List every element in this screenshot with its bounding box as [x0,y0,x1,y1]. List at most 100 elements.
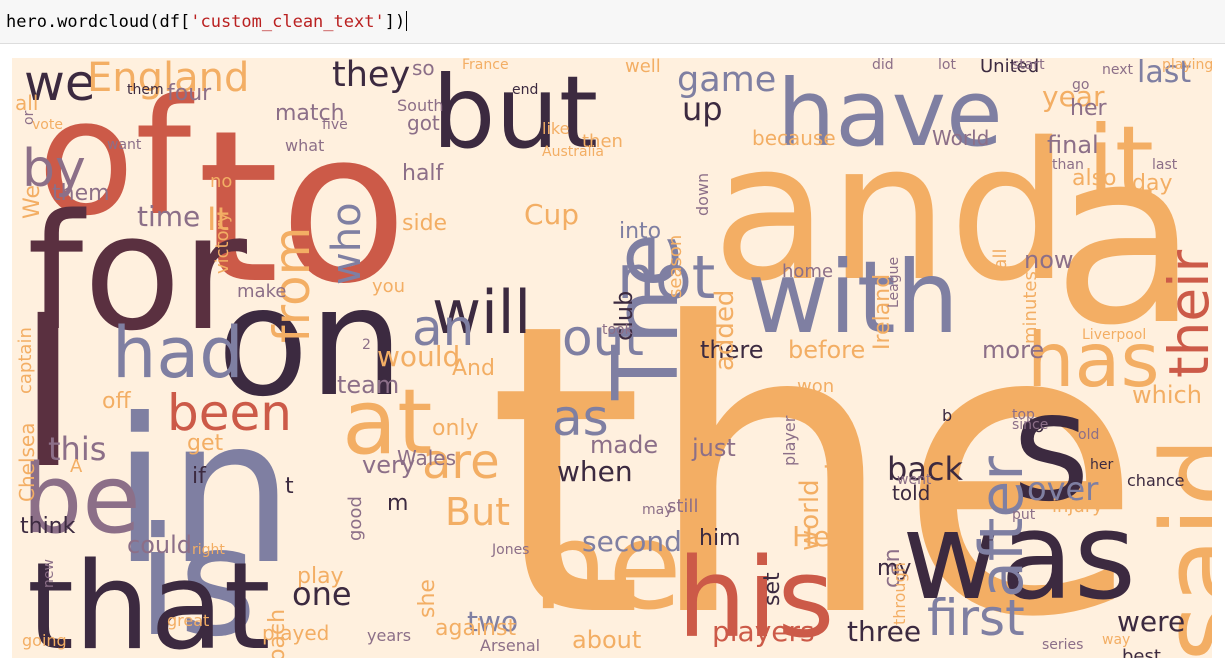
wordcloud-word: and [712,102,1070,323]
wordcloud-word: are [422,434,500,490]
wordcloud-word: still [667,496,699,517]
code-string-literal: 'custom_clean_text' [190,12,385,32]
wordcloud-word: now [1024,246,1074,274]
wordcloud-word: we [24,58,96,112]
wordcloud-word: is [137,496,257,658]
wordcloud-word: went [897,472,932,488]
code-suffix: ]) [384,12,406,32]
wordcloud-word: last [1137,58,1192,90]
wordcloud-word: three [847,615,922,648]
wordcloud-word: It [207,200,229,238]
wordcloud-word: South [397,96,444,115]
wordcloud-word: down [693,173,712,217]
wordcloud-word: also [1072,166,1117,191]
wordcloud-word: Jones [492,542,530,558]
wordcloud-word: year [1042,80,1105,113]
wordcloud-word: home [782,261,834,282]
wordcloud-word: I [17,270,79,515]
wordcloud-word: play [297,564,344,589]
wordcloud-word: captain [15,326,36,394]
wordcloud-word: b [942,406,953,425]
wordcloud-word: you [372,276,406,297]
wordcloud-word: may [642,502,673,518]
wordcloud-word: vote [32,117,63,133]
wordcloud-word: there [700,336,764,364]
wordcloud-word: want [107,137,142,153]
wordcloud-word: when [557,455,633,488]
wordcloud-word: has [1027,316,1160,404]
wordcloud-word: after [967,456,1037,598]
wordcloud-word: could [127,531,192,559]
wordcloud-word: were [1117,605,1186,638]
wordcloud-word: all [15,91,39,115]
wordcloud-word: player [780,415,799,466]
wordcloud-word: made [590,431,659,459]
wordcloud-word: up [682,90,723,128]
wordcloud-word: time [137,200,201,233]
wordcloud-word: so [412,58,435,80]
wordcloud-word: But [445,490,511,534]
wordcloud-word: Liverpool [1082,327,1147,343]
wordcloud-word: about [572,626,642,654]
wordcloud-word: but [432,58,599,171]
wordcloud-word: since [1012,417,1049,433]
wordcloud-word: Wales [397,446,457,470]
wordcloud-word: last [1152,157,1178,173]
wordcloud-word: than [1052,157,1084,173]
wordcloud-word: match [275,101,345,126]
wordcloud-word: England [87,58,250,101]
wordcloud-word: set [760,571,785,606]
wordcloud-word: them [52,181,110,206]
wordcloud-word: that [27,538,271,659]
wordcloud-word: top [1012,407,1035,423]
wordcloud-word: their [1157,249,1212,378]
wordcloud-word: We [20,185,45,220]
wordcloud-word: next [1102,62,1134,78]
wordcloud-word: m [387,491,409,516]
wordcloud-word: who [324,202,370,285]
wordcloud-word: no [210,171,233,192]
wordcloud-word: against [435,616,517,641]
wordcloud-word: He [792,520,831,553]
wordcloud-word: only [432,416,479,441]
wordcloud-word: four [167,81,212,106]
wordcloud-word: very [362,451,416,479]
wordcloud-word: new [41,559,57,589]
wordcloud-word: A [70,456,83,477]
wordcloud-word: with [747,239,960,356]
wordcloud-word: going [22,631,67,650]
wordcloud-word: five [322,117,348,133]
wordcloud-word: half [402,161,444,186]
wordcloud-word: on [217,256,404,430]
wordcloud-word: them [127,82,164,98]
wordcloud-word: of [37,64,192,251]
wordcloud-word: League [886,257,902,309]
wordcloud-word: my [877,556,912,581]
wordcloud-word: played [262,621,330,645]
wordcloud-word: great [167,611,210,630]
wordcloud-word: chance [1127,471,1185,490]
wordcloud-word: Chelsea [15,422,39,502]
wordcloud-word: to [197,85,408,330]
wordcloud-word: the [487,240,1144,659]
wordcloud-word: second [582,525,682,558]
wordcloud-word: been [167,384,292,442]
wordcloud-word: be [22,445,141,555]
wordcloud-word: take [820,414,850,471]
wordcloud-word: United [980,58,1040,77]
code-input[interactable]: hero.wordcloud(df['custom_clean_text']) [6,11,408,32]
wordcloud-word: if [192,464,206,489]
wordcloud-word: lot [938,58,956,73]
wordcloud-word: through [890,562,909,626]
wordcloud-word: by [22,139,86,199]
wordcloud-word: because [752,126,836,150]
wordcloud-word: out [562,309,644,367]
wordcloud-word: minutes [1020,270,1041,344]
notebook-code-cell[interactable]: hero.wordcloud(df['custom_clean_text']) [0,0,1225,44]
wordcloud-word: first [927,589,1025,647]
wordcloud-word: before [788,336,866,364]
wordcloud-word: won [797,376,835,397]
wordcloud-word: world [795,479,825,551]
wordcloud-word: Cup [524,198,580,231]
wordcloud-word: t [285,474,294,499]
